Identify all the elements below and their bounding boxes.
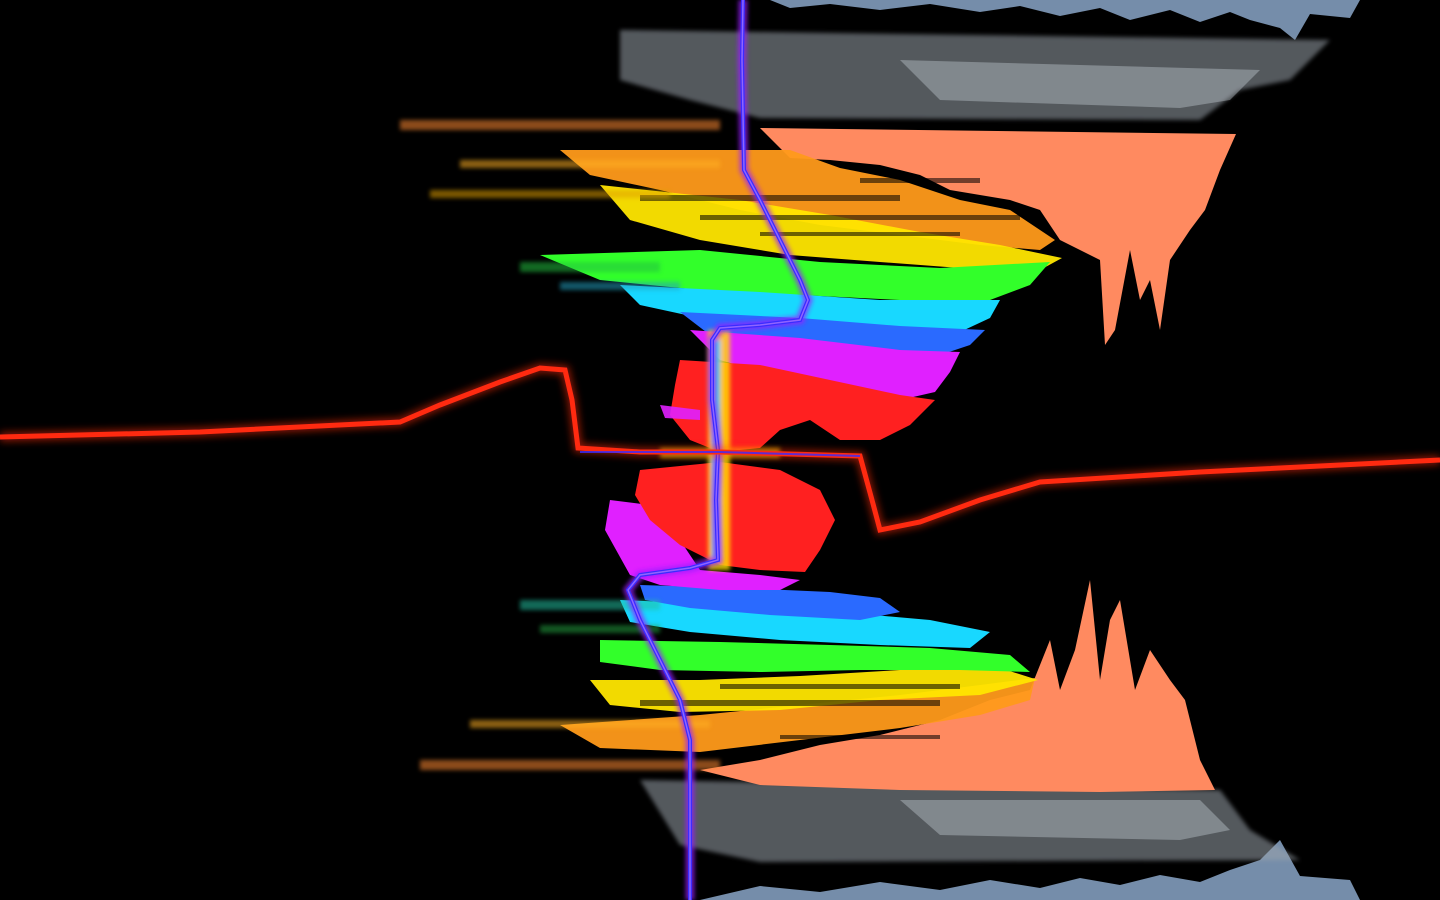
top-silver-band [620,30,1330,120]
bottom-left-faded-streaks [420,600,720,770]
top-red-core [670,360,935,452]
blue-vertical-waveform [622,0,813,900]
bottom-blue-band [640,585,900,620]
top-salmon-band [760,128,1236,345]
top-spectrum [400,0,1360,452]
bottom-spectrum [420,462,1360,900]
top-magenta-band [690,330,960,400]
top-left-faded-streaks [400,120,720,290]
bottom-silver-band [640,780,1300,862]
bottom-green-band [600,640,1030,672]
top-cyan-band [620,285,1000,332]
red-horizontal-waveform [0,363,1440,536]
top-yellow-band [600,185,1062,270]
top-steel-band [770,0,1360,40]
bottom-salmon-band [700,580,1215,792]
bottom-cyan-band [620,600,990,648]
bottom-red-core [635,462,835,572]
bottom-steel-band [700,840,1360,900]
